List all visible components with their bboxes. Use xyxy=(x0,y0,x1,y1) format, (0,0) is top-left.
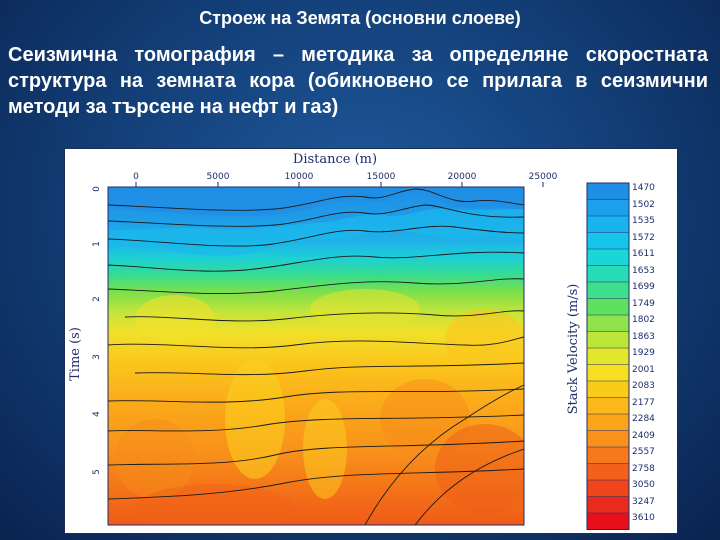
colorbar-label: 1502 xyxy=(632,200,655,210)
colorbar-swatch xyxy=(587,298,629,315)
y-tick-label: 3 xyxy=(92,354,102,360)
colorbar-label: 1863 xyxy=(632,332,655,342)
velocity-section-plot xyxy=(108,187,524,525)
colorbar-swatch xyxy=(587,183,629,200)
x-axis-title: Distance (m) xyxy=(293,152,377,167)
colorbar-label: 2177 xyxy=(632,398,655,408)
plot-border xyxy=(107,186,525,526)
colorbar-label: 2083 xyxy=(632,381,655,391)
slide-title: Строеж на Земята (основни слоеве) xyxy=(199,8,521,28)
colorbar-label: 2001 xyxy=(632,365,655,375)
colorbar-swatch xyxy=(587,199,629,216)
y-tick-label: 5 xyxy=(92,469,102,475)
y-axis-title: Time (s) xyxy=(68,327,83,381)
colorbar-swatch xyxy=(587,265,629,282)
x-tick-label: 0 xyxy=(133,172,139,182)
x-tick-label: 5000 xyxy=(207,172,230,182)
colorbar-swatch xyxy=(587,447,629,464)
slide-paragraph: Сеизмична томография – методика за опред… xyxy=(8,44,708,118)
colorbar-swatch xyxy=(587,414,629,431)
colorbar-label: 1470 xyxy=(632,183,655,193)
colorbar-labels: 1470 1502 1535 1572 1611 1653 1699 1749 … xyxy=(632,183,655,523)
colorbar-label: 1611 xyxy=(632,249,655,259)
colorbar-label: 3610 xyxy=(632,513,655,523)
colorbar-swatch xyxy=(587,282,629,299)
colorbar-label: 1572 xyxy=(632,233,655,243)
y-tick-label: 0 xyxy=(92,186,102,192)
colorbar-title: Stack Velocity (m/s) xyxy=(566,284,581,415)
colorbar-label: 1699 xyxy=(632,282,655,292)
colorbar-label: 3247 xyxy=(632,497,655,507)
x-tick-label: 15000 xyxy=(367,172,396,182)
y-tick-label: 2 xyxy=(92,296,102,302)
colorbar-label: 1929 xyxy=(632,348,655,358)
colorbar-swatch xyxy=(587,232,629,249)
colorbar-label: 1535 xyxy=(632,216,655,226)
seismic-tomography-figure: Distance (m) Time (s) Stack Velocity (m/… xyxy=(64,148,678,534)
colorbar-swatch xyxy=(587,496,629,513)
y-tick-label: 4 xyxy=(92,411,102,417)
y-tick-labels: 0 1 2 3 4 5 xyxy=(92,186,102,475)
colorbar-border xyxy=(586,182,630,530)
colorbar-swatch xyxy=(587,348,629,365)
x-tick-marks xyxy=(135,182,544,187)
x-tick-label: 25000 xyxy=(529,172,558,182)
colorbar-swatch xyxy=(587,331,629,348)
colorbar-label: 1653 xyxy=(632,266,655,276)
colorbar-label: 2409 xyxy=(632,431,655,441)
figure-canvas: Distance (m) Time (s) Stack Velocity (m/… xyxy=(68,152,655,530)
colorbar-swatch xyxy=(587,216,629,233)
colorbar-label: 2284 xyxy=(632,414,655,424)
colorbar-swatch xyxy=(587,463,629,480)
colorbar-swatch xyxy=(587,315,629,332)
colorbar-label: 1802 xyxy=(632,315,655,325)
colorbar-swatch xyxy=(587,364,629,381)
colorbar-label: 3050 xyxy=(632,480,655,490)
colorbar xyxy=(586,182,630,530)
colorbar-swatch xyxy=(587,480,629,497)
colorbar-label: 2557 xyxy=(632,447,655,457)
x-tick-label: 10000 xyxy=(285,172,314,182)
x-tick-label: 20000 xyxy=(448,172,477,182)
colorbar-swatch xyxy=(587,430,629,447)
colorbar-label: 1749 xyxy=(632,299,655,309)
colorbar-swatch xyxy=(587,513,629,530)
colorbar-label: 2758 xyxy=(632,464,655,474)
colorbar-swatch xyxy=(587,381,629,398)
colorbar-swatch xyxy=(587,249,629,266)
y-tick-label: 1 xyxy=(92,241,102,247)
colorbar-swatch xyxy=(587,397,629,414)
x-tick-labels: 0 5000 10000 15000 20000 25000 xyxy=(133,172,557,182)
